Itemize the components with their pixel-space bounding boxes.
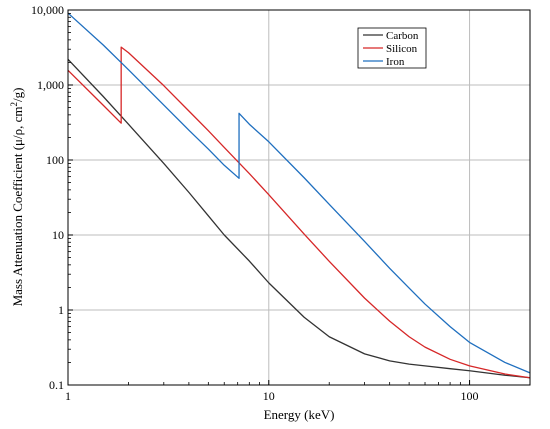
y-tick-label: 1,000 (37, 78, 64, 92)
x-tick-label: 10 (263, 389, 275, 403)
legend-label-silicon: Silicon (386, 43, 418, 55)
legend-label-carbon: Carbon (386, 30, 419, 42)
y-axis-title-superscript: 2 (9, 102, 19, 107)
x-axis-title: Energy (keV) (264, 407, 335, 422)
x-tick-label: 100 (461, 389, 479, 403)
legend-label-iron: Iron (386, 56, 405, 68)
series-line-iron (67, 12, 531, 374)
series-line-carbon (67, 58, 531, 379)
y-axis-title-main: Mass Attenuation Coefficient (μ/ρ, cm (10, 107, 25, 307)
y-tick-label: 10,000 (31, 3, 64, 17)
y-tick-label: 0.1 (49, 378, 64, 392)
y-tick-label: 100 (46, 153, 64, 167)
plot-background (68, 10, 530, 385)
series-lines (67, 12, 531, 379)
legend: Carbon Silicon Iron (357, 27, 427, 69)
y-axis-title-end: /g) (10, 88, 25, 102)
x-tick-label: 1 (65, 389, 71, 403)
plot-frame (67, 9, 531, 386)
y-axis-title: Mass Attenuation Coefficient (μ/ρ, cm2/g… (9, 88, 25, 307)
series-line-silicon (67, 46, 531, 379)
y-tick-label: 1 (58, 303, 64, 317)
y-tick-label: 10 (52, 228, 64, 242)
